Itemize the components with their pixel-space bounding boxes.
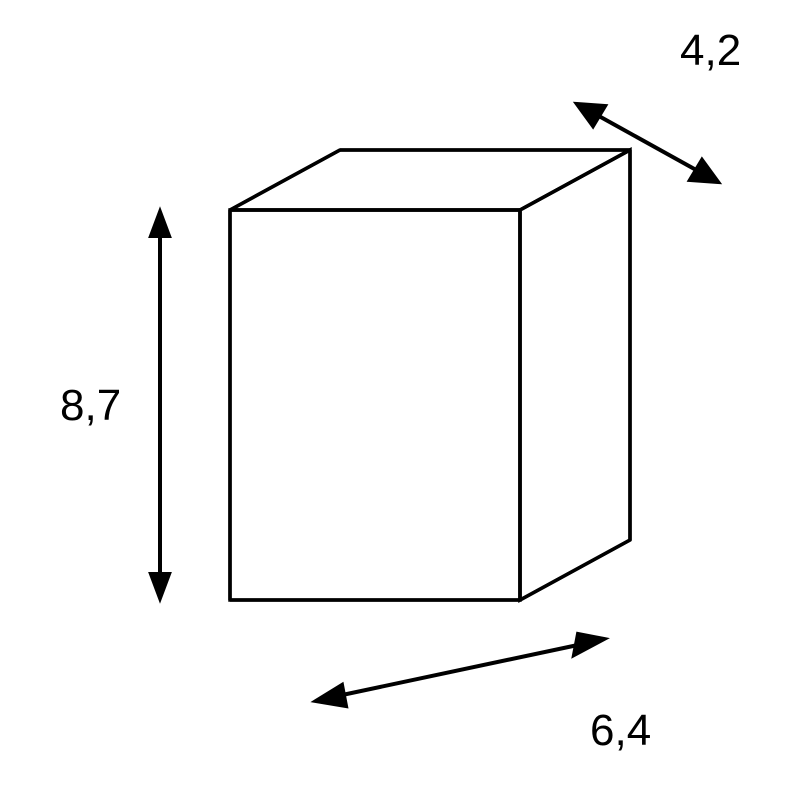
dimension-diagram: 8,7 6,4 4,2: [0, 0, 800, 800]
box-front-face: [230, 210, 520, 600]
height-label: 8,7: [60, 381, 121, 430]
depth-label: 4,2: [680, 26, 741, 75]
box-top-face: [230, 150, 630, 210]
depth-arrow: [577, 104, 718, 182]
height-arrow: [151, 212, 169, 598]
width-arrow: [316, 634, 604, 706]
box-side-face: [520, 150, 630, 600]
width-label: 6,4: [590, 706, 651, 755]
box-outline: [230, 150, 630, 600]
